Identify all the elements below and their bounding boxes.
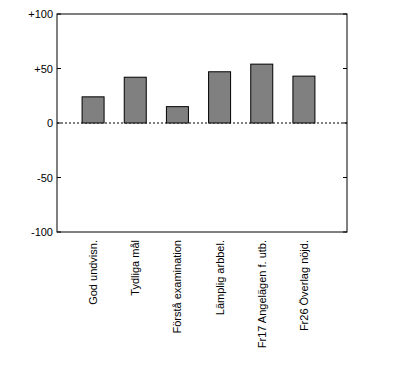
bar	[166, 107, 188, 123]
y-tick-right	[343, 14, 347, 15]
bar	[209, 72, 231, 123]
chart: -100 -50 0 +50 +100 God undvisn. Tydliga mål Fö…	[0, 0, 395, 366]
y-tick	[57, 14, 61, 15]
category-label: Fr17 Angelägen f. utb.	[256, 240, 268, 348]
y-tick-label: +100	[28, 8, 53, 20]
y-tick-right	[343, 232, 347, 233]
y-tick-label: +50	[34, 63, 53, 75]
category-label: God undvisn.	[87, 240, 99, 305]
bar	[251, 64, 273, 123]
y-tick	[57, 177, 61, 178]
category-label: Förstå examination	[171, 240, 183, 334]
y-tick	[57, 68, 61, 69]
bar	[293, 76, 315, 123]
category-label: Tydliga mål	[129, 240, 141, 296]
y-tick-right	[343, 177, 347, 178]
category-label: Fr26 Överlag nöjd.	[298, 240, 310, 331]
y-tick	[57, 232, 61, 233]
y-tick-label: -100	[31, 226, 53, 238]
bar	[82, 97, 104, 123]
plot-frame	[57, 14, 347, 232]
category-label: Lämplig arbbel.	[214, 240, 226, 315]
y-tick-label: -50	[37, 172, 53, 184]
bars	[82, 64, 315, 123]
y-tick-right	[343, 68, 347, 69]
y-tick-label: 0	[47, 117, 53, 129]
bar	[124, 77, 146, 123]
